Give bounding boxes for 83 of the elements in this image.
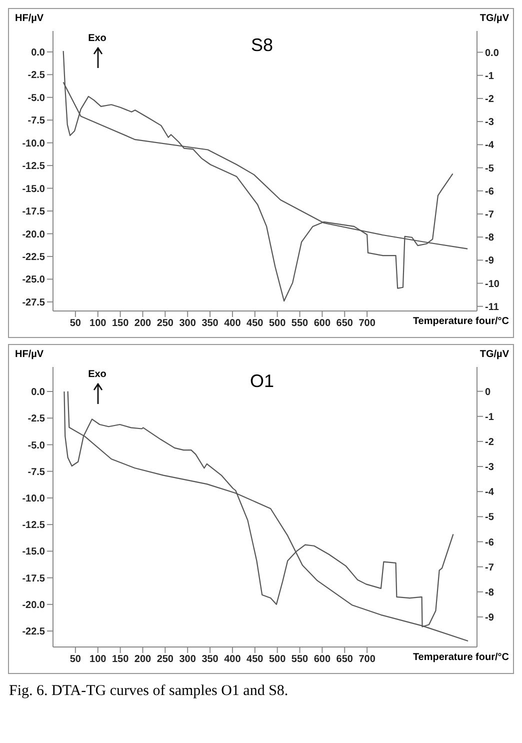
x-tick-label: 600 xyxy=(314,318,331,330)
y2-tick-label: -2 xyxy=(485,94,494,106)
y-tick-label: -10.0 xyxy=(22,494,46,504)
x-tick-label: 100 xyxy=(90,318,107,330)
y-tick-label: -17.5 xyxy=(22,573,46,584)
y2-tick-label: -8 xyxy=(485,232,494,244)
y-tick-label: -15.0 xyxy=(22,546,46,558)
x-tick-label: 400 xyxy=(224,654,242,666)
y2-tick-label: -8 xyxy=(485,587,494,598)
y-tick-label: -27.5 xyxy=(22,297,46,308)
y2-tick-label: -2 xyxy=(485,437,494,448)
y-tick-label: 0.0 xyxy=(31,387,46,398)
x-tick-label: 350 xyxy=(202,654,219,666)
y-tick-label: -12.5 xyxy=(22,161,46,172)
x-tick-label: 350 xyxy=(202,318,219,330)
y-tick-label: -22.5 xyxy=(22,626,46,638)
x-tick-label: 300 xyxy=(179,654,196,666)
x-tick-label: 150 xyxy=(112,318,130,330)
x-tick-label: 450 xyxy=(246,318,264,330)
y2-tick-label: -9 xyxy=(485,256,494,267)
x-tick-label: 50 xyxy=(70,318,82,330)
x-tick-label: 150 xyxy=(112,654,130,666)
caption: Fig. 6. DTA-TG curves of samples O1 and S8. xyxy=(9,683,288,700)
x-tick-label: 700 xyxy=(358,318,376,330)
x-tick-label: 200 xyxy=(134,654,152,666)
y-tick-label: -7.5 xyxy=(28,116,46,127)
y2-axis-title: TG/µV xyxy=(480,13,509,24)
y2-tick-label: -7 xyxy=(485,562,494,574)
y-tick-label: -2.5 xyxy=(28,414,46,425)
x-tick-label: 650 xyxy=(336,654,354,666)
annotation: Exo xyxy=(88,33,106,44)
x-tick-label: 400 xyxy=(224,318,242,330)
x-tick-label: 500 xyxy=(268,318,286,330)
x-tick-label: 250 xyxy=(156,318,174,330)
y-tick-label: -5.0 xyxy=(28,440,46,452)
y2-tick-label: -3 xyxy=(485,462,494,474)
y-tick-label: -15.0 xyxy=(22,184,46,195)
chart-title: O1 xyxy=(250,371,274,391)
x-tick-label: 500 xyxy=(268,654,286,666)
x-axis-title: Temperature four/°C xyxy=(412,316,509,327)
y2-axis-title: TG/µV xyxy=(480,349,509,360)
y2-tick-label: -7 xyxy=(485,210,494,221)
y-axis-title: HF/µV xyxy=(15,349,44,360)
x-tick-label: 100 xyxy=(90,654,107,666)
y-tick-label: -10.0 xyxy=(22,138,46,150)
x-tick-label: 50 xyxy=(70,654,82,666)
annotation: Exo xyxy=(88,369,106,380)
y-tick-label: -20.0 xyxy=(22,600,46,611)
x-tick-label: 250 xyxy=(156,654,174,666)
y2-tick-label: -5 xyxy=(485,163,494,174)
y2-tick-label: -3 xyxy=(485,117,494,128)
x-tick-label: 200 xyxy=(134,318,152,330)
x-tick-label: 450 xyxy=(246,654,264,666)
y2-tick-label: -11 xyxy=(485,302,500,313)
y2-tick-label: -5 xyxy=(485,512,494,524)
x-tick-label: 700 xyxy=(358,654,376,666)
x-tick-label: 550 xyxy=(291,318,309,330)
x-axis-title: Temperature four/°C xyxy=(412,652,509,663)
y-axis-title: HF/µV xyxy=(15,13,44,24)
x-tick-label: 300 xyxy=(179,318,196,330)
y-tick-label: -25.0 xyxy=(22,274,46,286)
y2-tick-label: -1 xyxy=(485,412,494,423)
y-tick-label: -7.5 xyxy=(28,466,46,478)
y-tick-label: -12.5 xyxy=(22,520,46,532)
y2-tick-label: -10 xyxy=(485,278,500,290)
x-tick-label: 600 xyxy=(314,654,331,666)
y-tick-label: -22.5 xyxy=(22,252,46,264)
y-tick-label: -5.0 xyxy=(28,92,46,104)
y-tick-label: -17.5 xyxy=(22,206,46,218)
x-tick-label: 550 xyxy=(291,654,309,666)
y2-tick-label: -9 xyxy=(485,612,494,624)
y-tick-label: -2.5 xyxy=(28,70,46,82)
y2-tick-label: -4 xyxy=(485,140,494,152)
y2-tick-label: 0 xyxy=(485,386,491,398)
y-tick-label: 0.0 xyxy=(31,47,46,58)
y2-tick-label: -1 xyxy=(485,70,494,82)
y2-tick-label: -6 xyxy=(485,186,494,198)
y-tick-label: -20.0 xyxy=(22,229,46,240)
chart-title: S8 xyxy=(250,35,274,55)
x-tick-label: 650 xyxy=(336,318,354,330)
y2-tick-label: 0.0 xyxy=(485,48,500,59)
y2-tick-label: -6 xyxy=(485,537,494,548)
y2-tick-label: -4 xyxy=(485,487,494,498)
